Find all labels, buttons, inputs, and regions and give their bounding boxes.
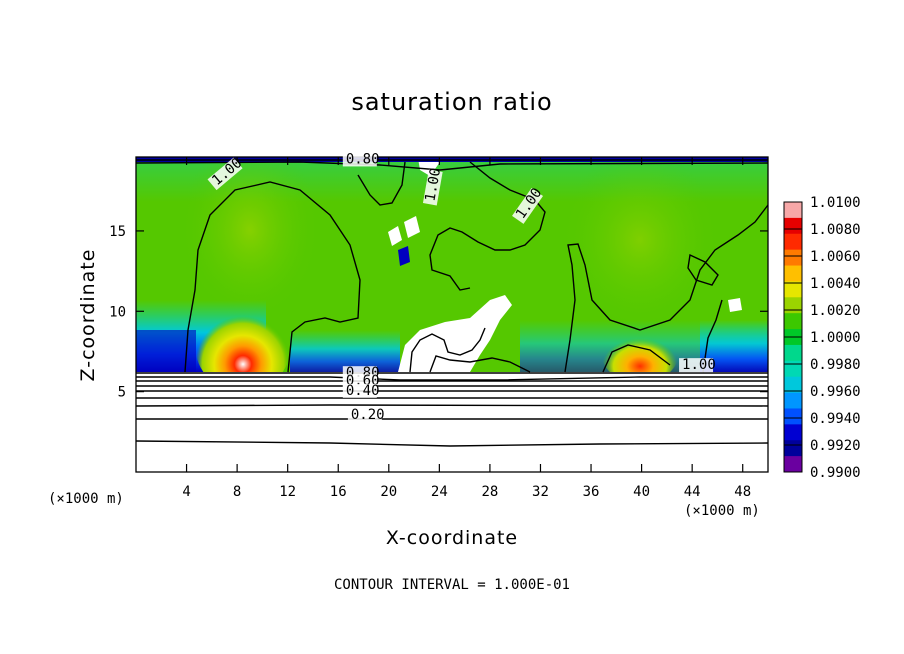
contour-label-bg xyxy=(347,407,382,422)
contour-label-bg xyxy=(512,187,544,224)
x-tick-label: 28 xyxy=(481,484,498,500)
x-tick-labels: 4 8 12 16 20 24 28 32 36 40 44 48 xyxy=(182,484,751,500)
x-tick-label: 16 xyxy=(330,484,347,500)
colorbar-tick-label: 1.0000 xyxy=(810,330,861,346)
x-tick-label: 48 xyxy=(734,484,751,500)
x-tick-label: 4 xyxy=(182,484,190,500)
colorbar-tick-label: 1.0040 xyxy=(810,276,861,292)
x-tick-label: 8 xyxy=(233,484,241,500)
colorbar-swatch xyxy=(784,392,802,409)
colorbar-labels: 1.0100 1.0080 1.0060 1.0040 1.0020 1.0000 0.99… xyxy=(810,195,861,481)
x-tick-label: 12 xyxy=(279,484,296,500)
colorbar-swatch xyxy=(784,440,802,457)
y-tick-label: 5 xyxy=(118,385,126,401)
colorbar-swatch xyxy=(784,360,802,378)
colorbar xyxy=(783,201,803,473)
colorbar-tick-label: 1.0060 xyxy=(810,249,861,265)
contour-label: 1.00 xyxy=(682,357,716,373)
colorbar-tick-label: 0.9940 xyxy=(810,411,861,427)
colorbar-tick-label: 0.9960 xyxy=(810,384,861,400)
x-unit-left: (×1000 m) xyxy=(48,491,124,507)
colorbar-swatch xyxy=(784,202,802,219)
contour-label-bg xyxy=(207,157,243,191)
saturation-field xyxy=(136,157,768,472)
y-tick-labels: 5 10 15 xyxy=(109,224,126,401)
colorbar-swatch xyxy=(784,376,802,394)
colorbar-swatch xyxy=(784,297,802,314)
x-tick-label: 24 xyxy=(431,484,448,500)
contour-label-bg xyxy=(342,383,377,398)
contour-label-bg xyxy=(422,169,443,206)
y-axis xyxy=(136,230,768,393)
colorbar-swatch xyxy=(784,408,802,425)
y-tick-label: 15 xyxy=(109,224,126,240)
colorbar-swatch xyxy=(784,281,802,298)
colorbar-swatch xyxy=(784,313,802,330)
colorbar-swatch xyxy=(784,265,802,282)
colorbar-swatch xyxy=(784,249,802,267)
x-tick-label: 40 xyxy=(633,484,650,500)
contour-label-bg xyxy=(679,358,714,373)
colorbar-tick-label: 1.0100 xyxy=(810,195,861,211)
colorbar-tick-label: 0.9920 xyxy=(810,438,861,454)
x-tick-label: 20 xyxy=(380,484,397,500)
colorbar-tick-label: 0.9900 xyxy=(810,465,861,481)
colorbar-tick-label: 0.9980 xyxy=(810,357,861,373)
x-axis-label: X-coordinate xyxy=(385,527,519,549)
colorbar-tick-label: 1.0080 xyxy=(810,222,861,238)
x-axis xyxy=(185,157,744,472)
contour-label: 0.20 xyxy=(351,407,385,423)
plot-frame xyxy=(135,156,769,473)
contour-lines xyxy=(136,159,768,447)
contour-label-bg xyxy=(342,152,377,167)
contour-label: 1.00 xyxy=(422,167,444,203)
colorbar-swatch xyxy=(784,424,802,441)
colorbar-swatch xyxy=(784,344,802,362)
chart-title: saturation ratio xyxy=(351,88,553,116)
y-tick-label: 10 xyxy=(109,304,126,320)
contour-label: 0.40 xyxy=(346,383,380,399)
x-tick-label: 32 xyxy=(532,484,549,500)
x-unit-right: (×1000 m) xyxy=(684,503,760,519)
contour-label: 0.80 xyxy=(346,151,380,167)
y-axis-label: Z-coordinate xyxy=(77,248,99,382)
contour-interval-note: CONTOUR INTERVAL = 1.000E-01 xyxy=(333,577,570,593)
x-tick-label: 44 xyxy=(684,484,701,500)
colorbar-tick-label: 1.0020 xyxy=(810,303,861,319)
colorbar-swatch xyxy=(784,456,802,473)
colorbar-swatch xyxy=(784,217,802,235)
colorbar-swatch xyxy=(784,233,802,251)
contour-labels: 1.00 1.001.001.000.800.800.600.400.20 xyxy=(207,151,716,423)
x-tick-label: 36 xyxy=(583,484,600,500)
